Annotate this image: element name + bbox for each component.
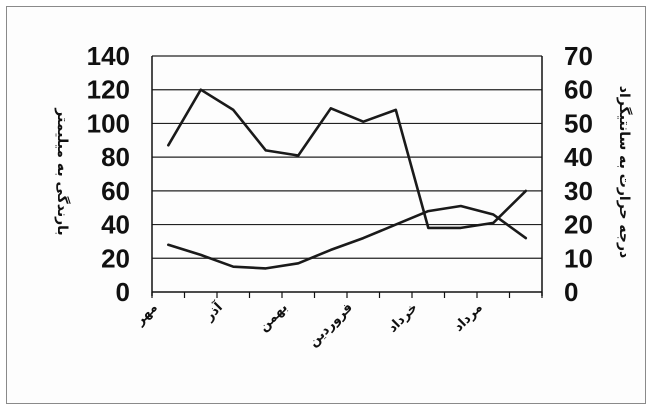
x-category-labels: مهر آذر بهمن فروردین خرداد مرداد <box>132 298 486 350</box>
right-tick-label-20: 20 <box>564 210 593 240</box>
category-label-4: فروردین <box>306 300 356 350</box>
left-tick-label-100: 100 <box>87 108 130 138</box>
left-tick-label-120: 120 <box>87 75 130 105</box>
chart-frame <box>6 6 646 404</box>
category-label-5: خرداد <box>385 300 421 336</box>
left-tick-label-0: 0 <box>116 277 130 307</box>
right-tick-label-0: 0 <box>564 277 578 307</box>
series-line-1 <box>167 88 528 230</box>
category-label-2: آذر <box>200 298 226 324</box>
axes <box>151 56 543 298</box>
category-label-3: بهمن <box>256 300 291 335</box>
right-tick-label-70: 70 <box>564 41 593 71</box>
right-tick-label-60: 60 <box>564 75 593 105</box>
left-tick-label-20: 20 <box>101 243 130 273</box>
left-tick-label-140: 140 <box>87 41 130 71</box>
category-label-6: مرداد <box>451 300 486 335</box>
right-tick-label-30: 30 <box>564 176 593 206</box>
grid-lines <box>152 55 542 259</box>
left-axis-title: بارندگی به میلیمتر <box>54 107 71 235</box>
left-tick-label-60: 60 <box>101 176 130 206</box>
left-tick-label-40: 40 <box>101 210 130 240</box>
right-axis-title: درجه حرارت به سانتیگراد <box>616 86 633 258</box>
left-tick-label-80: 80 <box>101 142 130 172</box>
right-tick-label-10: 10 <box>564 243 593 273</box>
right-tick-label-40: 40 <box>564 142 593 172</box>
series-line-2 <box>167 204 528 270</box>
right-tick-label-50: 50 <box>564 108 593 138</box>
series-lines <box>167 88 528 270</box>
category-label-1: مهر <box>132 300 161 329</box>
